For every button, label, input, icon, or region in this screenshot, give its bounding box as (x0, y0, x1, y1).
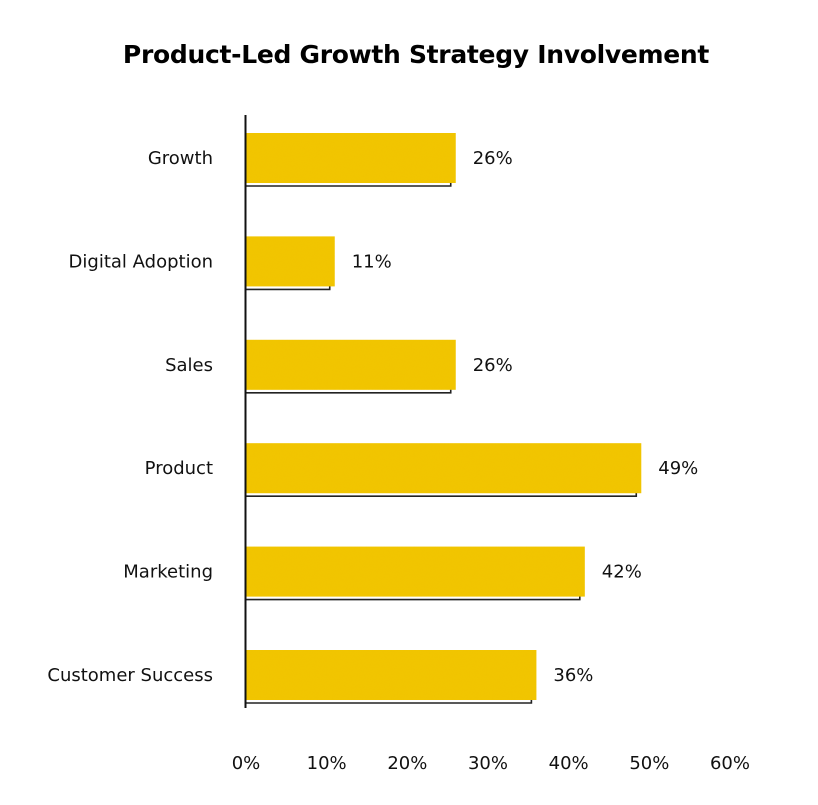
x-tick-label: 40% (549, 753, 589, 774)
category-label: Growth (148, 148, 213, 169)
category-label: Customer Success (47, 665, 213, 686)
category-label: Sales (165, 355, 213, 376)
bar-product (246, 443, 642, 494)
chart-title: Product-Led Growth Strategy Involvement (122, 40, 710, 69)
bar-growth (246, 133, 456, 183)
value-label: 11% (352, 251, 392, 272)
x-tick-label: 20% (387, 753, 427, 774)
value-label: 42% (602, 562, 642, 583)
value-label: 26% (473, 148, 513, 169)
bar-customer-success (246, 650, 537, 700)
bar-sales (246, 339, 456, 390)
x-tick-label: 50% (629, 753, 669, 774)
value-label: 26% (473, 355, 513, 376)
bar-marketing (246, 546, 585, 597)
x-tick-label: 0% (232, 753, 261, 774)
value-label: 36% (553, 665, 593, 686)
category-label: Marketing (123, 562, 213, 583)
bar-digital-adoption (246, 236, 335, 287)
x-tick-label: 10% (307, 753, 347, 774)
x-tick-label: 60% (710, 753, 750, 774)
x-tick-label: 30% (468, 753, 508, 774)
category-label: Product (145, 458, 213, 479)
value-label: 49% (658, 458, 698, 479)
category-label: Digital Adoption (69, 251, 213, 272)
